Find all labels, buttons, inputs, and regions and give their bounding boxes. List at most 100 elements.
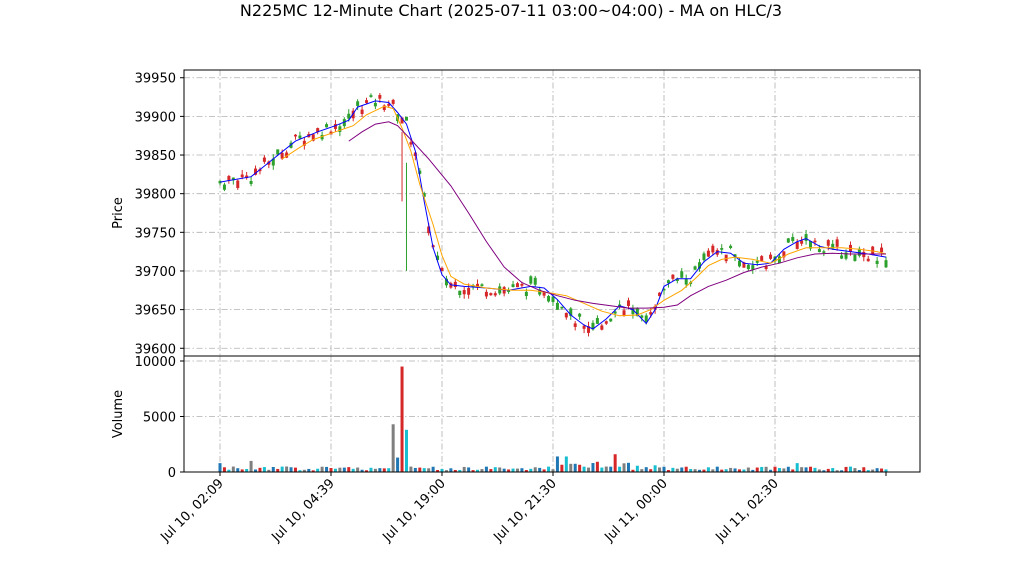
candle-body: [817, 249, 821, 253]
candle-body: [804, 234, 808, 241]
volume-bar: [524, 470, 528, 472]
volume-bar: [249, 460, 253, 472]
volume-bar: [325, 466, 329, 472]
candle-body: [404, 116, 408, 121]
candle-body: [715, 250, 719, 255]
axes: 39600 39650 39700 39750 39800 39850 39900 39950…: [135, 72, 887, 546]
candle-body: [729, 245, 733, 249]
volume-bar: [498, 467, 502, 472]
volume-bar: [400, 366, 404, 472]
volume-bar: [826, 468, 830, 472]
candle-body: [484, 291, 488, 297]
candle-body: [444, 278, 448, 286]
volume-bar: [631, 469, 635, 472]
candle-body: [520, 283, 524, 286]
volume-bar: [547, 466, 551, 472]
volume-bar: [853, 468, 857, 472]
volume-bar: [453, 469, 457, 472]
candle-body: [262, 157, 266, 162]
volume-bar: [378, 468, 382, 472]
candle-body: [795, 241, 799, 249]
volume-bar: [862, 467, 866, 472]
candle-body: [542, 291, 546, 296]
volume-bar: [662, 466, 666, 472]
candle-body: [880, 247, 884, 253]
volume-bar: [413, 467, 417, 472]
x-tick-label: Jul 10, 02:09: [157, 476, 226, 545]
candle-body: [524, 291, 528, 297]
volume-bar: [866, 470, 870, 472]
candle-body: [254, 168, 258, 175]
volume-bar: [533, 467, 537, 472]
candle-body: [422, 193, 426, 197]
candle-body: [333, 124, 337, 129]
ma-line: [348, 121, 886, 309]
volume-bar: [276, 468, 280, 472]
volume-bar: [840, 470, 844, 472]
candle-body: [476, 283, 480, 288]
volume-bar: [262, 467, 266, 472]
volume-bar: [551, 469, 555, 472]
candle-body: [551, 296, 555, 303]
volume-bar: [715, 466, 719, 472]
candle-body: [755, 260, 759, 263]
volume-bar: [729, 467, 733, 472]
volume-bar: [520, 468, 524, 472]
ma-line: [281, 105, 887, 317]
volume-bar: [347, 467, 351, 472]
volume-tick-label: 5000: [143, 411, 176, 426]
volume-bar: [511, 468, 515, 472]
candle-body: [555, 302, 559, 310]
price-tick-label: 39600: [135, 342, 176, 357]
candle-body: [489, 293, 493, 296]
x-tick-label: Jul 11, 00:00: [601, 476, 670, 545]
candle-body: [529, 276, 533, 284]
candle-body: [746, 264, 750, 270]
volume-bar: [800, 467, 804, 472]
candle-body: [231, 177, 235, 181]
candle-body: [853, 254, 857, 261]
volume-bar: [857, 470, 861, 472]
price-tick-label: 39800: [135, 188, 176, 203]
candle-body: [666, 280, 670, 284]
volume-bar: [218, 463, 222, 472]
candle-body: [436, 255, 440, 260]
volume-bar: [280, 466, 284, 472]
volume-bar: [720, 469, 724, 472]
candle-body: [276, 149, 280, 155]
candle-body: [635, 308, 639, 317]
volume-bar: [316, 468, 320, 472]
volume-bar: [733, 468, 737, 472]
x-tick-label: Jul 10, 04:39: [268, 476, 337, 545]
volume-bar: [462, 466, 466, 472]
candle-body: [835, 239, 839, 247]
candle-body: [737, 260, 741, 267]
volume-bar: [693, 469, 697, 472]
price-grid: [184, 70, 920, 356]
volume-bar: [640, 469, 644, 472]
candle-body: [387, 103, 391, 106]
volume-bar: [848, 466, 852, 472]
candle-body: [813, 240, 817, 243]
volume-bar: [502, 468, 506, 472]
volume-bar: [471, 470, 475, 472]
candle-body: [360, 109, 364, 115]
candle-body: [822, 251, 826, 253]
volume-tick-label: 0: [168, 466, 176, 481]
candle-body: [777, 256, 781, 264]
volume-bar: [587, 467, 591, 472]
volume-bar: [791, 469, 795, 472]
candle-body: [369, 95, 373, 97]
volume-bar: [817, 469, 821, 472]
volume-bar: [258, 467, 262, 472]
volume-bar: [404, 429, 408, 472]
volume-bar: [444, 470, 448, 472]
volume-bar: [600, 467, 604, 472]
volume-bar: [711, 469, 715, 472]
candle-body: [356, 101, 360, 106]
volume-bar: [591, 463, 595, 472]
volume-bar: [542, 469, 546, 472]
volume-bar: [427, 468, 431, 472]
volume-bar: [387, 468, 391, 472]
